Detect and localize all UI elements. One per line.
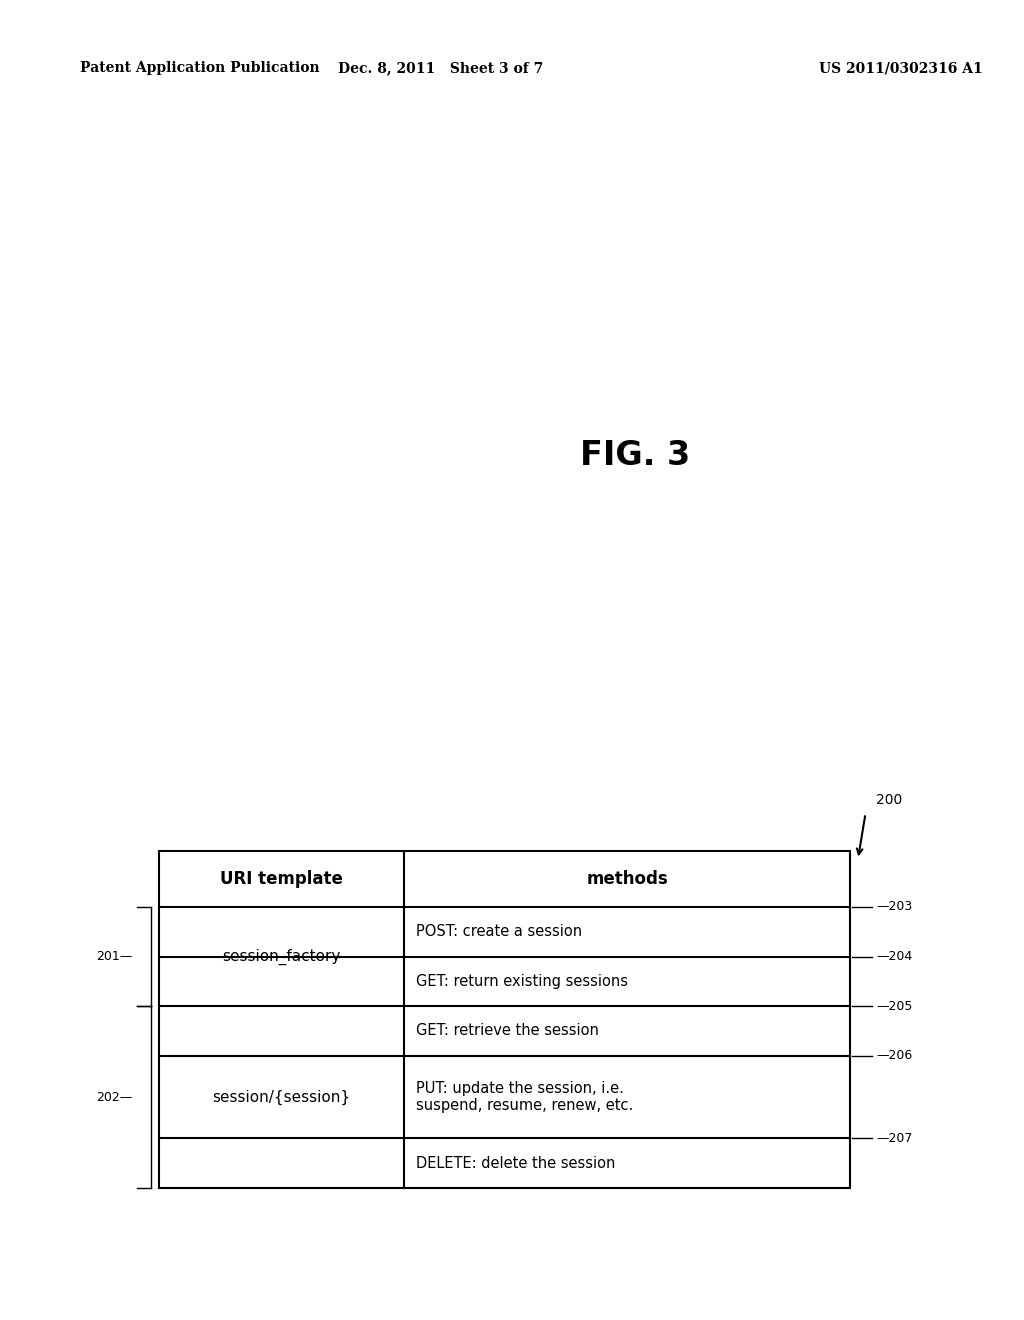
Text: session/{session}: session/{session} bbox=[212, 1089, 350, 1105]
Text: session_factory: session_factory bbox=[222, 949, 341, 965]
Text: 201—: 201— bbox=[96, 950, 133, 964]
Text: —207: —207 bbox=[876, 1133, 912, 1144]
Bar bbox=[159, 851, 850, 1188]
Text: —206: —206 bbox=[876, 1049, 912, 1063]
Text: —203: —203 bbox=[876, 900, 912, 913]
Text: —205: —205 bbox=[876, 999, 912, 1012]
Text: FIG. 3: FIG. 3 bbox=[580, 438, 690, 471]
Text: PUT: update the session, i.e.
suspend, resume, renew, etc.: PUT: update the session, i.e. suspend, r… bbox=[416, 1081, 634, 1113]
Text: Dec. 8, 2011   Sheet 3 of 7: Dec. 8, 2011 Sheet 3 of 7 bbox=[338, 61, 543, 75]
Text: —204: —204 bbox=[876, 950, 912, 964]
Text: DELETE: delete the session: DELETE: delete the session bbox=[416, 1156, 615, 1171]
Text: 200: 200 bbox=[876, 793, 902, 808]
Text: GET: retrieve the session: GET: retrieve the session bbox=[416, 1023, 599, 1039]
Text: US 2011/0302316 A1: US 2011/0302316 A1 bbox=[819, 61, 983, 75]
Text: GET: return existing sessions: GET: return existing sessions bbox=[416, 974, 628, 989]
Text: methods: methods bbox=[586, 870, 668, 888]
Text: POST: create a session: POST: create a session bbox=[416, 924, 583, 940]
Text: 202—: 202— bbox=[96, 1090, 133, 1104]
Text: Patent Application Publication: Patent Application Publication bbox=[80, 61, 319, 75]
Text: URI template: URI template bbox=[220, 870, 343, 888]
